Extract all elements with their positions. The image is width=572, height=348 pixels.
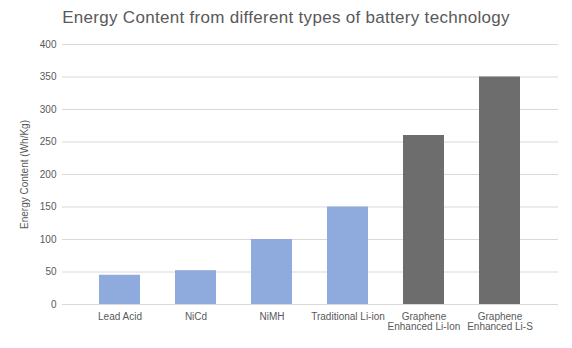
html-text:Energy Content from different: Energy Content from different types of b… [62,8,510,27]
svg-text:350: 350 [40,71,57,82]
svg-text:100: 100 [40,234,57,245]
svg-text:400: 400 [40,39,57,50]
svg-text:GrapheneEnhanced Li-Ion: GrapheneEnhanced Li-Ion [388,311,461,332]
svg-text:250: 250 [40,136,57,147]
svg-text:200: 200 [40,169,57,180]
svg-text:50: 50 [45,266,57,277]
svg-text:GrapheneEnhanced Li-S: GrapheneEnhanced Li-S [467,311,533,332]
svg-text:Energy Content (Wh/Kg): Energy Content (Wh/Kg) [19,120,30,229]
svg-text:0: 0 [51,299,57,310]
svg-text:NiMH: NiMH [260,311,285,322]
svg-text:Traditional Li-ion: Traditional Li-ion [311,311,385,322]
svg-text:150: 150 [40,201,57,212]
svg-text:300: 300 [40,104,57,115]
svg-text:NiCd: NiCd [185,311,207,322]
svg-text:Lead Acid: Lead Acid [98,311,142,322]
